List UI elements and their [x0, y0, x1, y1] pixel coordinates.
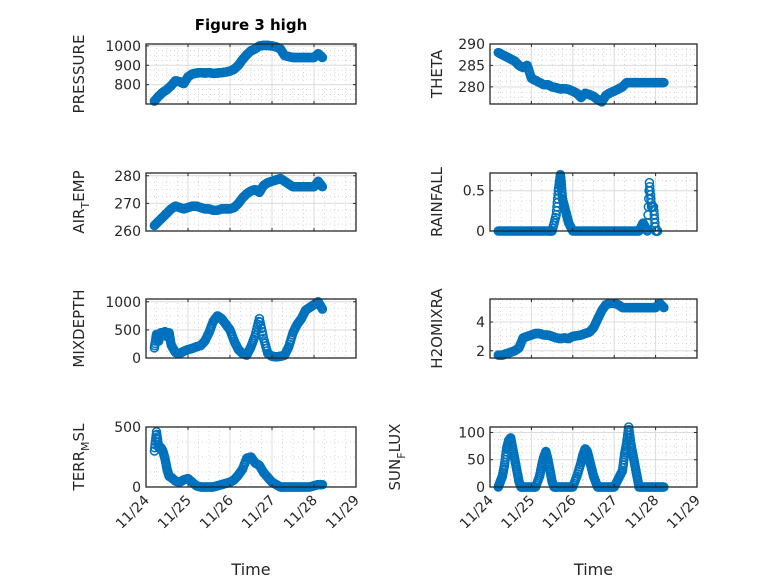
y-tick-label: 900: [114, 58, 141, 74]
y-tick-label: 0: [476, 224, 485, 240]
y-tick-label: 280: [458, 80, 485, 96]
y-tick-label: 500: [114, 420, 141, 436]
y-tick-label: 270: [114, 196, 141, 212]
subplot-terr_msl: 11/24 11/25 11/26 11/27 11/28 11/29 0 500 TERRMS…: [70, 420, 363, 579]
x-tick-label: 11/27: [239, 493, 279, 533]
subplot-air_temp: 260 270 280 AIRTEMP: [70, 169, 357, 240]
subplot-rainfall: 0 0.5 RAINFALL: [428, 166, 698, 240]
subplot-h2omixra: 2 4 H2OMIXRA: [428, 288, 698, 369]
data-point: [316, 181, 327, 191]
data-point: [658, 302, 668, 312]
data-series: [149, 297, 328, 362]
y-tick-label: 0: [132, 351, 141, 367]
subplot-mixdepth: 0 500 1000 MIXDEPTH: [70, 289, 357, 368]
y-axis-label: RAINFALL: [428, 166, 446, 237]
y-tick-label: 800: [114, 78, 141, 94]
y-axis-label: AIRTEMP: [70, 170, 92, 233]
x-tick-label: 11/29: [323, 493, 363, 533]
axes-box: [489, 426, 698, 488]
y-tick-label: 50: [467, 453, 485, 469]
y-tick-label: 1000: [105, 39, 141, 55]
x-tick-label: 11/24: [113, 492, 153, 532]
data-point: [571, 473, 581, 483]
y-axis-label: PRESSURE: [70, 35, 88, 114]
x-tick-label: 11/27: [581, 493, 621, 533]
y-axis-label: SUNFLUX: [386, 424, 408, 491]
subplot-sun_flux: 11/24 11/25 11/26 11/27 11/28 11/29 0 50 100 SUNF…: [386, 422, 704, 579]
x-tick-label: 11/28: [623, 493, 663, 533]
data-point: [316, 303, 327, 313]
axes-box: [489, 172, 698, 232]
y-tick-label: 285: [458, 58, 485, 74]
axes-box: [145, 298, 357, 359]
y-tick-label: 100: [458, 425, 485, 441]
data-point: [641, 224, 652, 235]
x-tick-label: 11/24: [457, 492, 497, 532]
x-tick-label: 11/26: [540, 492, 580, 532]
y-axis-label: THETA: [428, 49, 446, 99]
subplot-pressure: 800 900 1000 PRESSURE: [70, 35, 357, 114]
axes-box: [489, 298, 698, 359]
y-tick-label: 280: [114, 169, 141, 185]
data-point: [316, 479, 327, 490]
y-tick-label: 0: [476, 480, 485, 496]
data-point: [556, 176, 566, 187]
data-point: [617, 467, 627, 477]
y-axis-label: H2OMIXRA: [428, 288, 446, 369]
y-tick-label: 0: [132, 480, 141, 496]
data-series: [493, 298, 669, 360]
data-point: [550, 212, 561, 223]
x-axis-label: Time: [573, 560, 613, 579]
axes-box: [489, 43, 698, 105]
axes-box: [145, 43, 357, 105]
y-tick-label: 1000: [105, 295, 141, 311]
axes-box: [145, 172, 357, 232]
data-point: [258, 330, 268, 340]
y-tick-label: 290: [458, 37, 485, 53]
x-tick-label: 11/26: [197, 492, 237, 532]
x-tick-label: 11/25: [155, 493, 195, 533]
y-tick-label: 0.5: [463, 184, 485, 200]
x-tick-label: 11/25: [498, 493, 538, 533]
y-axis-label: MIXDEPTH: [70, 289, 88, 367]
figure-title: Figure 3 high: [195, 16, 308, 34]
axes-box: [145, 426, 357, 488]
y-tick-label: 260: [114, 224, 141, 240]
subplot-theta: 280 285 290 THETA: [428, 37, 698, 107]
x-tick-label: 11/29: [664, 493, 704, 533]
x-tick-label: 11/28: [281, 493, 321, 533]
y-axis-label: TERRMSL: [70, 423, 92, 492]
x-axis-label: Time: [230, 560, 270, 579]
data-point: [316, 52, 327, 62]
data-series: [149, 40, 328, 106]
y-tick-label: 500: [114, 323, 141, 339]
y-tick-label: 2: [476, 344, 485, 360]
data-series: [493, 47, 669, 107]
y-tick-label: 4: [476, 315, 485, 331]
data-point: [658, 77, 668, 88]
data-series: [149, 173, 328, 231]
